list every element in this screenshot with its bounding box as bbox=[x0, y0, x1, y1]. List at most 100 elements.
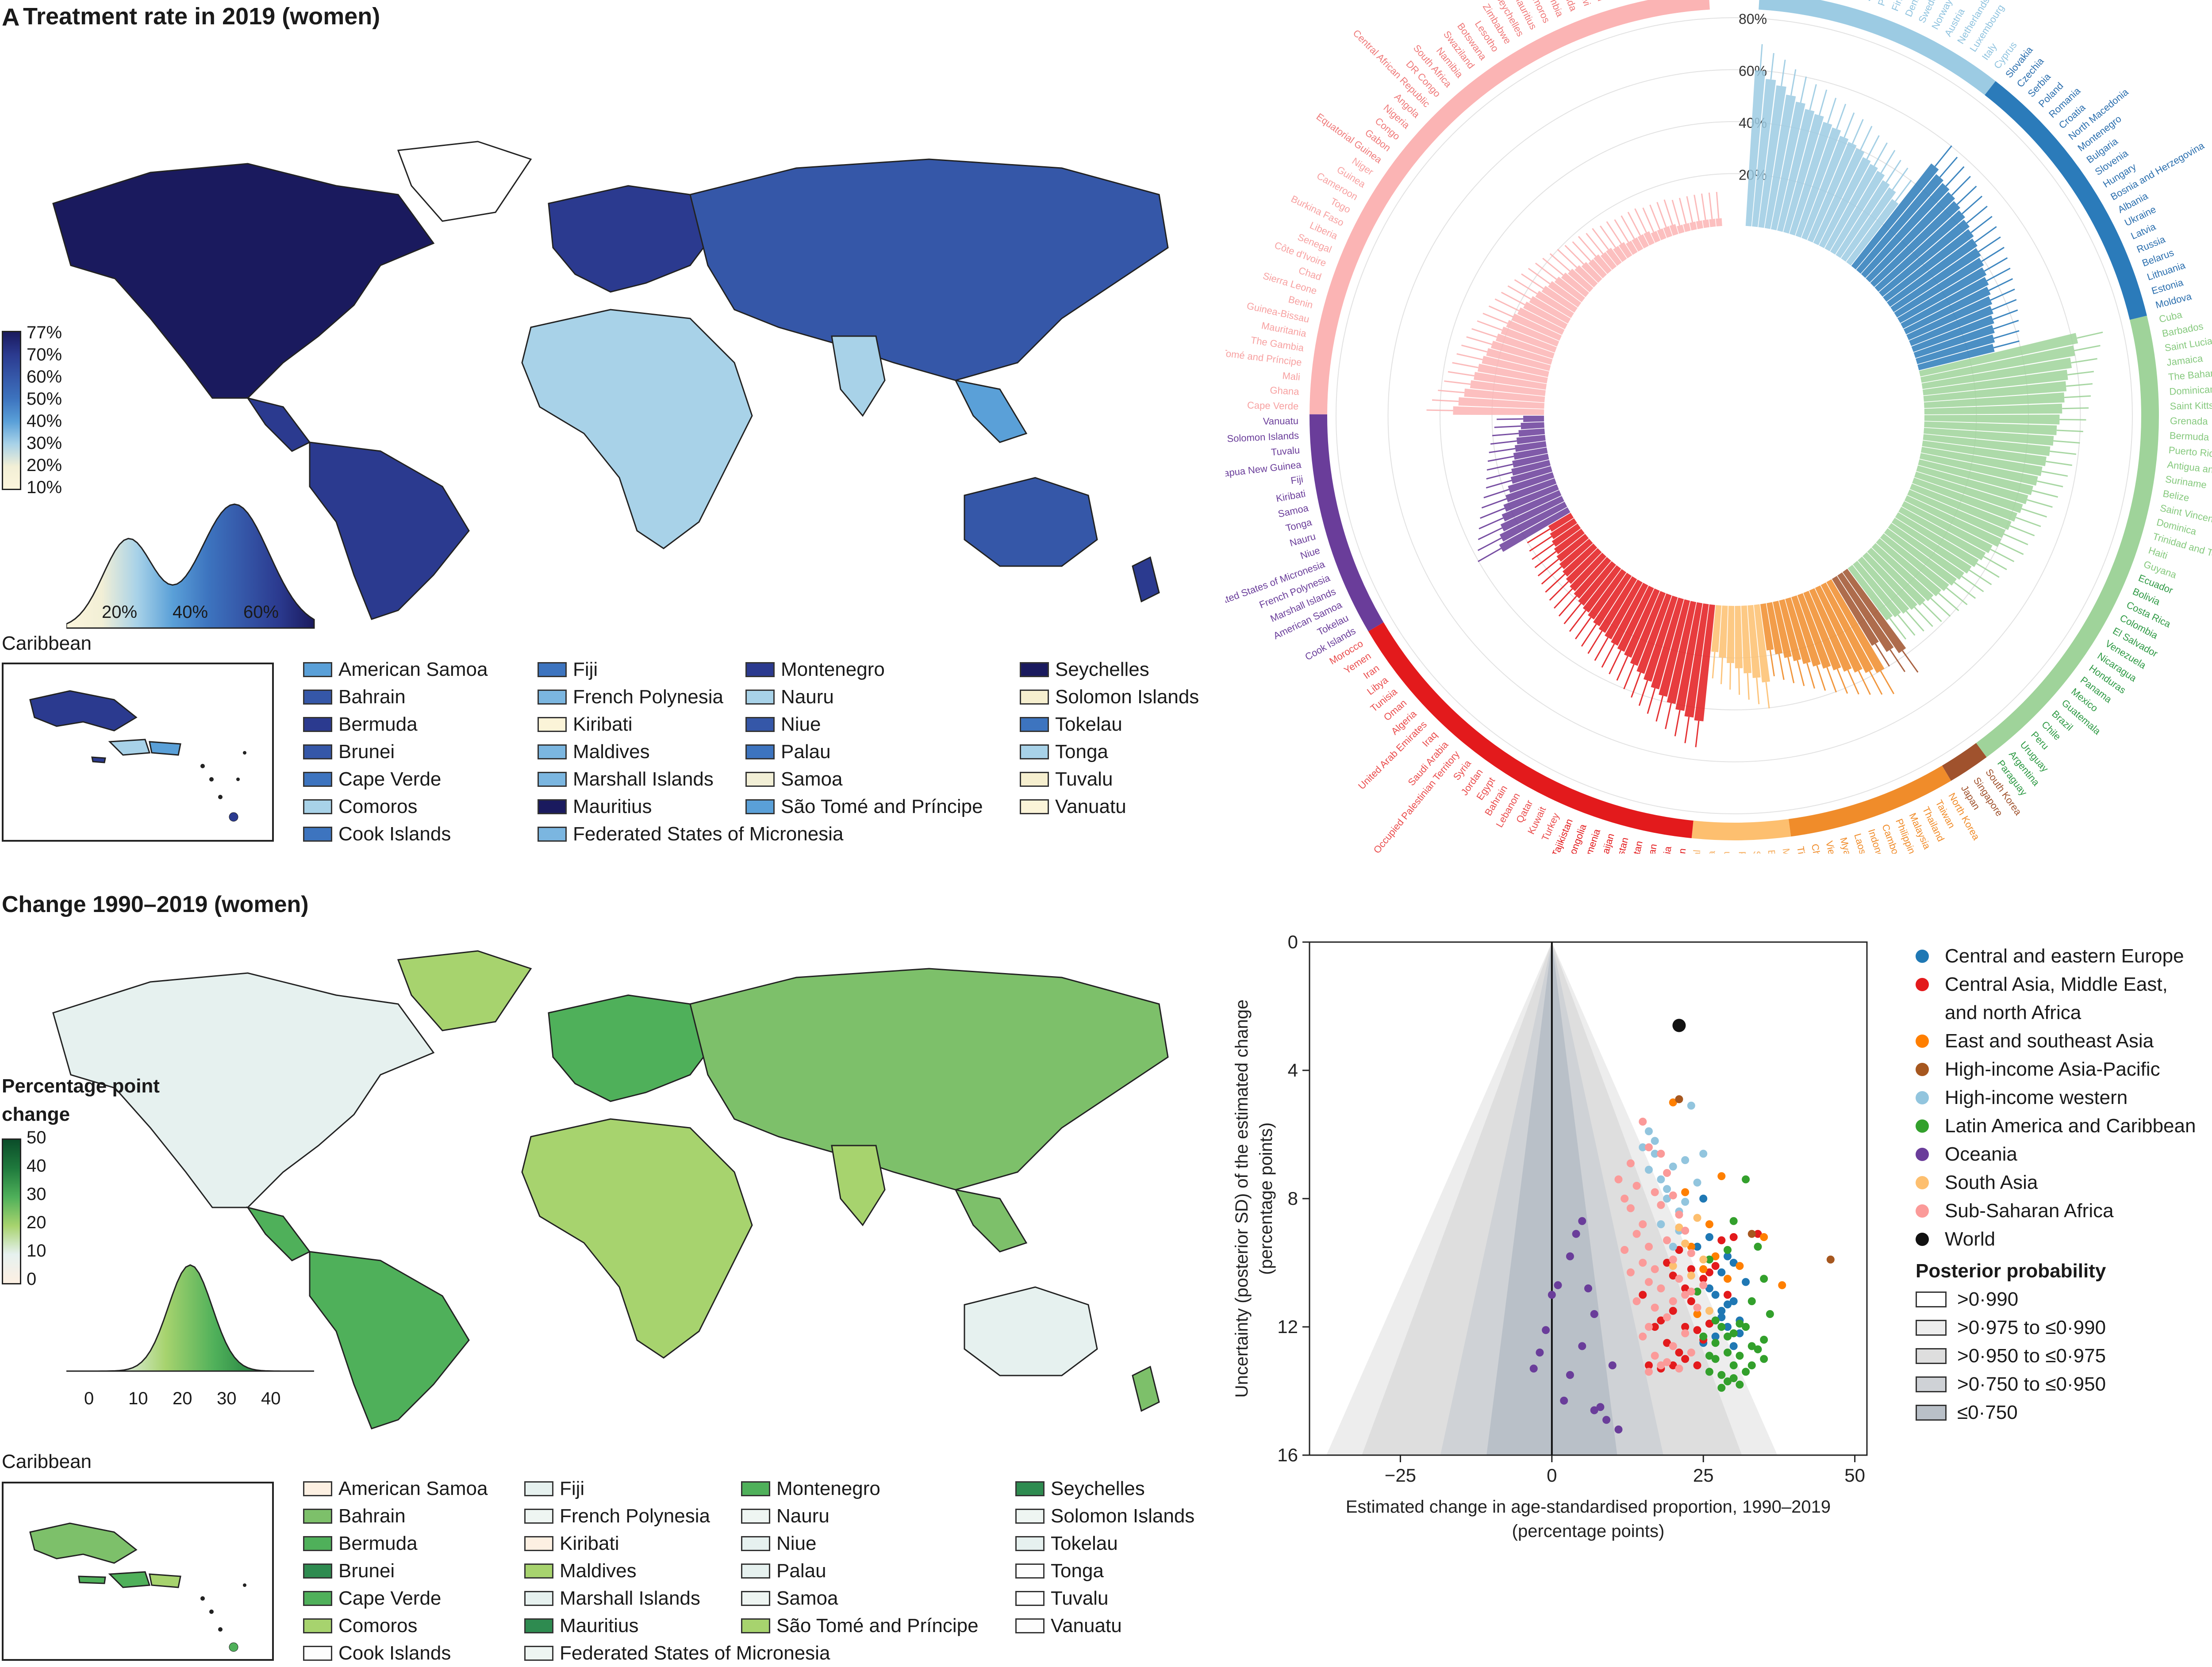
legend-label: Cook Islands bbox=[338, 1642, 451, 1664]
legend-swatch bbox=[303, 1618, 332, 1633]
legend-swatch bbox=[741, 1618, 770, 1633]
circular-error-bar bbox=[1507, 285, 1532, 300]
top-map-title: Treatment rate in 2019 (women) bbox=[23, 3, 380, 30]
circular-error-bar bbox=[1852, 119, 1864, 144]
scatter-point bbox=[1681, 1284, 1690, 1292]
scatter-point bbox=[1657, 1284, 1665, 1292]
scatter-point bbox=[1736, 1319, 1744, 1328]
legend-item: Tokelau bbox=[1015, 1530, 1219, 1557]
legend-item: Brunei bbox=[303, 738, 538, 766]
legend-swatch bbox=[303, 744, 332, 759]
scatter-point bbox=[1705, 1233, 1713, 1241]
region-ring-segment bbox=[1942, 743, 1987, 781]
circular-error-bar bbox=[1826, 667, 1837, 693]
country-label: Laos bbox=[1852, 832, 1868, 854]
legend-label: Bermuda bbox=[338, 1533, 418, 1554]
country-label: Dominican Republic bbox=[2169, 381, 2212, 397]
circular-bar bbox=[1651, 598, 1684, 690]
legend-item: Montenegro bbox=[745, 656, 1020, 683]
map-region-central-america bbox=[246, 397, 311, 452]
legend-label: São Tomé and Príncipe bbox=[776, 1615, 979, 1636]
scatter-point bbox=[1717, 1268, 1726, 1276]
circular-error-bar bbox=[2077, 331, 2103, 339]
posterior-label: >0·975 to ≤0·990 bbox=[1957, 1317, 2106, 1338]
circular-error-bar bbox=[1478, 548, 1502, 562]
legend-label: French Polynesia bbox=[573, 686, 723, 708]
circular-error-bar bbox=[1966, 206, 1988, 224]
country-label: Pakistan bbox=[1737, 851, 1748, 854]
scale-tick-label: 60% bbox=[27, 367, 62, 387]
map-region-central-america bbox=[246, 1206, 311, 1261]
country-label: Nepal bbox=[1690, 849, 1703, 854]
circular-bar bbox=[1895, 512, 1979, 567]
circular-bar bbox=[1716, 218, 1722, 226]
circular-error-bar bbox=[1514, 279, 1538, 295]
region-ring-segment bbox=[1691, 819, 1791, 841]
circular-error-bar bbox=[1478, 527, 1503, 540]
circular-error-bar bbox=[1874, 643, 1890, 667]
circular-bar bbox=[1694, 604, 1715, 721]
circular-bar bbox=[1874, 210, 1966, 292]
circular-error-bar bbox=[1461, 345, 1487, 353]
circular-bar bbox=[1611, 582, 1648, 646]
circular-error-bar bbox=[1946, 587, 1968, 605]
scatter-point bbox=[1644, 1323, 1653, 1331]
circular-bar bbox=[1909, 306, 1993, 346]
bottom-density-plot bbox=[66, 1264, 314, 1372]
circular-bar bbox=[1453, 406, 1544, 415]
grid-circle bbox=[1387, 69, 2081, 763]
circular-bar bbox=[1918, 459, 2033, 495]
legend-label: Maldives bbox=[560, 1560, 637, 1582]
circular-bar bbox=[1651, 231, 1661, 243]
circular-error-bar bbox=[1486, 464, 1513, 471]
legend-swatch bbox=[538, 717, 567, 732]
circular-error-bar bbox=[2071, 358, 2097, 364]
scatter-point bbox=[1687, 1242, 1695, 1251]
map-region-europe bbox=[548, 994, 718, 1102]
scatter-point bbox=[1614, 1175, 1623, 1184]
circular-error-bar bbox=[1880, 149, 1896, 173]
legend-label: East and southeast Asia bbox=[1945, 1030, 2154, 1052]
circular-bar bbox=[1907, 489, 2005, 538]
circular-error-bar bbox=[2021, 508, 2047, 518]
circular-tick-label: 80% bbox=[1739, 11, 1767, 27]
country-label: Kiribati bbox=[1275, 488, 1306, 504]
scatter-point bbox=[1632, 1297, 1641, 1305]
scatter-point bbox=[1621, 1195, 1629, 1203]
scatter-point bbox=[1639, 1143, 1647, 1151]
circular-error-bar bbox=[1483, 489, 1509, 498]
circular-bar bbox=[1677, 224, 1685, 234]
scatter-point bbox=[1699, 1255, 1708, 1264]
country-label: Barbados bbox=[2161, 321, 2204, 339]
circular-error-bar bbox=[1905, 610, 1924, 632]
legend-swatch bbox=[538, 662, 567, 677]
legend-label: Montenegro bbox=[781, 659, 885, 680]
legend-label: Mauritius bbox=[573, 796, 652, 817]
scatter-point bbox=[1572, 1230, 1580, 1238]
legend-item: French Polynesia bbox=[538, 683, 745, 711]
legend-item: Mauritius bbox=[524, 1612, 741, 1640]
circular-error-bar bbox=[2046, 460, 2073, 466]
scatter-point bbox=[1657, 1175, 1665, 1184]
circular-bar bbox=[1843, 568, 1906, 653]
country-label: Burundi bbox=[1586, 0, 1607, 3]
scatter-point bbox=[1663, 1185, 1671, 1193]
circular-error-bar bbox=[1480, 507, 1505, 519]
legend-label: Solomon Islands bbox=[1051, 1505, 1195, 1527]
scatter-point bbox=[1657, 1316, 1665, 1325]
scatter-point bbox=[1536, 1349, 1544, 1357]
circular-bar bbox=[1779, 599, 1801, 661]
scatter-point bbox=[1529, 1364, 1538, 1373]
scatter-point bbox=[1578, 1342, 1586, 1350]
x-axis-label: Estimated change in age-standardised pro… bbox=[1346, 1497, 1831, 1517]
density-curve bbox=[66, 503, 315, 629]
circular-bar bbox=[1503, 484, 1559, 512]
country-label: Grenada bbox=[2170, 415, 2208, 427]
legend-swatch bbox=[745, 744, 775, 759]
scatter-point bbox=[1651, 1188, 1659, 1196]
circular-error-bar bbox=[1759, 44, 1763, 71]
circular-error-bar bbox=[1494, 298, 1519, 311]
y-tick-label: 16 bbox=[1277, 1445, 1298, 1465]
scatter-point bbox=[1663, 1259, 1671, 1267]
country-label: Vanuatu bbox=[1263, 415, 1299, 427]
